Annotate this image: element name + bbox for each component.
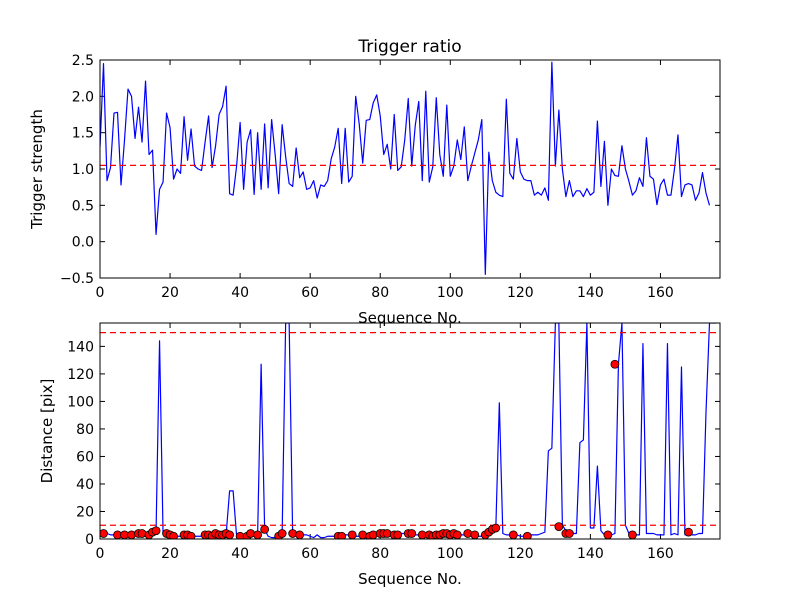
distance-marker (452, 530, 462, 539)
distance-y-axis-label: Distance [pix] (38, 379, 56, 484)
distance-y-tick-label: 80 (76, 422, 94, 438)
distance-marker (610, 359, 620, 369)
distance-marker (246, 529, 256, 538)
distance-threshold-lines (100, 332, 720, 526)
trigger-ratio-x-tick-label: 120 (507, 285, 534, 301)
trigger-ratio-x-tick-label: 160 (647, 285, 674, 301)
distance-marker (260, 524, 270, 534)
distance-marker (169, 531, 178, 539)
trigger-ratio-x-tick-label: 40 (231, 285, 249, 301)
distance-x-axis-label: Sequence No. (358, 570, 462, 588)
distance-marker (347, 530, 357, 539)
distance-marker (603, 530, 613, 539)
distance-marker (100, 529, 108, 538)
trigger-ratio-y-tick-label: 1.0 (72, 162, 94, 178)
distance-x-tick-label: 160 (647, 546, 674, 562)
distance-marker (508, 530, 518, 539)
distance-markers (100, 359, 693, 539)
trigger-ratio-y-tick-label: 1.5 (72, 126, 94, 142)
distance-marker (137, 529, 147, 538)
trigger-ratio-x-tick-label: 0 (96, 285, 105, 301)
distance-marker (127, 530, 136, 539)
trigger-ratio-y-tick-label: 0.0 (72, 235, 94, 251)
distance-y-tick-label: 120 (67, 367, 94, 383)
distance-marker (358, 530, 368, 539)
trigger-ratio-subplot: 0 20 40 60 80 100 120 140 160 −0.5 0.0 0.5 1.0 1.5 2.0… (28, 37, 721, 327)
trigger-ratio-x-tick-label: 60 (301, 285, 319, 301)
distance-marker (225, 530, 235, 539)
distance-marker (522, 531, 532, 539)
distance-y-tick-label: 100 (67, 394, 94, 410)
distance-marker (684, 527, 693, 537)
trigger-ratio-y-axis-label: Trigger strength (28, 109, 46, 230)
distance-marker (554, 522, 564, 532)
distance-marker (151, 526, 161, 536)
distance-marker (337, 531, 347, 539)
distance-subplot: 0 20 40 60 80 100 120 140 160020406080100120140 … (38, 322, 721, 588)
distance-plot-frame (99, 322, 721, 540)
distance-marker (491, 523, 501, 533)
distance-x-tick-label: 100 (437, 546, 464, 562)
trigger-ratio-x-tick-label: 20 (161, 285, 179, 301)
trigger-ratio-ticks: 0 20 40 60 80 100 120 140 160 −0.5 0.0 0.5 1.0 1.5 2.0… (60, 53, 720, 301)
distance-marker (393, 530, 403, 539)
distance-y-tick-label: 60 (76, 449, 94, 465)
trigger-ratio-x-tick-label: 140 (577, 285, 604, 301)
distance-marker (407, 529, 417, 538)
distance-y-tick-label: 20 (76, 504, 94, 520)
distance-x-tick-label: 120 (507, 546, 534, 562)
trigger-ratio-y-tick-label: 2.5 (72, 53, 94, 69)
distance-marker (628, 530, 637, 539)
distance-y-tick-label: 40 (76, 477, 94, 493)
distance-y-tick-label: 140 (67, 339, 94, 355)
distance-marker (288, 529, 298, 538)
distance-marker (253, 530, 263, 539)
distance-marker (463, 529, 473, 538)
distance-ticks: 0 20 40 60 80 100 120 140 160 0 20 40 60 80 100 120 140 (67, 323, 720, 562)
distance-x-tick-label: 40 (231, 546, 249, 562)
trigger-ratio-title: Trigger ratio (357, 37, 461, 57)
trigger-ratio-y-tick-label: −0.5 (60, 271, 94, 287)
distance-x-tick-label: 60 (301, 546, 319, 562)
trigger-ratio-y-tick-label: 0.5 (72, 198, 94, 214)
distance-marker (277, 529, 287, 538)
distance-marker (368, 530, 378, 539)
trigger-ratio-y-tick-label: 2.0 (72, 89, 94, 105)
distance-marker (564, 529, 574, 538)
distance-marker (295, 530, 305, 539)
distance-marker (186, 531, 196, 539)
distance-marker (470, 530, 480, 539)
trigger-ratio-x-axis-label: Sequence No. (358, 309, 462, 327)
trigger-ratio-x-tick-label: 100 (437, 285, 464, 301)
trigger-strength-line (100, 61, 711, 275)
distance-x-tick-label: 20 (161, 546, 179, 562)
distance-x-tick-label: 80 (371, 546, 389, 562)
distance-x-tick-label: 140 (577, 546, 604, 562)
trigger-ratio-x-tick-label: 80 (371, 285, 389, 301)
distance-marker (382, 529, 392, 538)
distance-y-tick-label: 0 (85, 532, 94, 548)
trigger-ratio-plot-frame (99, 59, 721, 279)
distance-x-tick-label: 0 (96, 546, 105, 562)
